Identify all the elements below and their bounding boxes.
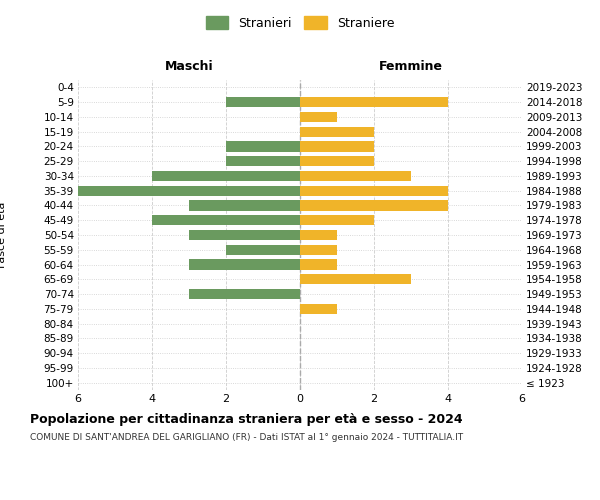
Text: COMUNE DI SANT'ANDREA DEL GARIGLIANO (FR) - Dati ISTAT al 1° gennaio 2024 - TUTT: COMUNE DI SANT'ANDREA DEL GARIGLIANO (FR…	[30, 432, 463, 442]
Bar	[300, 215, 374, 226]
Bar	[300, 244, 337, 255]
Bar	[152, 215, 300, 226]
Bar	[78, 186, 300, 196]
Bar	[300, 97, 448, 108]
Bar	[300, 200, 448, 210]
Bar	[300, 260, 337, 270]
Text: Femmine: Femmine	[379, 60, 443, 72]
Legend: Stranieri, Straniere: Stranieri, Straniere	[201, 11, 399, 35]
Bar	[300, 142, 374, 152]
Bar	[226, 244, 300, 255]
Bar	[300, 186, 448, 196]
Text: Popolazione per cittadinanza straniera per età e sesso - 2024: Popolazione per cittadinanza straniera p…	[30, 412, 463, 426]
Bar	[189, 289, 300, 299]
Bar	[300, 126, 374, 137]
Bar	[189, 260, 300, 270]
Bar	[226, 156, 300, 166]
Text: Maschi: Maschi	[164, 60, 214, 72]
Y-axis label: Fasce di età: Fasce di età	[0, 202, 7, 268]
Bar	[300, 156, 374, 166]
Bar	[300, 304, 337, 314]
Bar	[189, 230, 300, 240]
Bar	[152, 171, 300, 181]
Bar	[189, 200, 300, 210]
Bar	[226, 142, 300, 152]
Bar	[300, 274, 411, 284]
Bar	[300, 171, 411, 181]
Bar	[300, 230, 337, 240]
Bar	[226, 97, 300, 108]
Bar	[300, 112, 337, 122]
